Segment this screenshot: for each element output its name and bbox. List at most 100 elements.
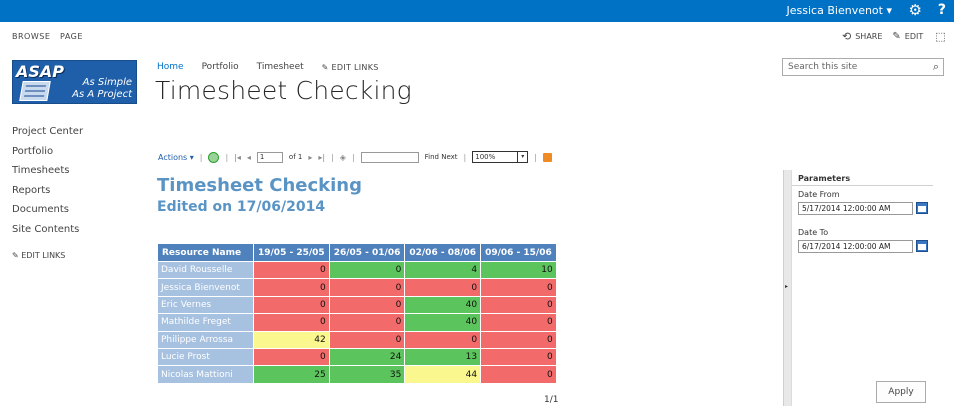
hours-cell: 0: [480, 347, 557, 367]
edit-button[interactable]: EDIT: [904, 32, 924, 41]
left-nav-edit-links[interactable]: ✎ EDIT LINKS: [12, 251, 83, 271]
calendar-icon[interactable]: [916, 202, 928, 214]
edit-links-label: EDIT LINKS: [21, 251, 66, 260]
ribbon-tab-page[interactable]: PAGE: [60, 32, 83, 41]
hours-cell: 13: [404, 347, 482, 367]
date-from-label: Date From: [798, 190, 840, 199]
left-nav-site-contents[interactable]: Site Contents: [12, 223, 80, 235]
column-header: 19/05 - 25/05: [253, 243, 330, 262]
toolbar-separator: |: [463, 152, 467, 162]
column-header: 09/06 - 15/06: [480, 243, 557, 262]
parameters-panel: Parameters Date From 5/17/2014 12:00:00 …: [791, 170, 933, 406]
focus-on-content-icon[interactable]: ⬚: [935, 30, 946, 43]
first-page-icon[interactable]: |◂: [234, 152, 241, 162]
hours-cell: 40: [404, 313, 482, 332]
parameters-header: Parameters: [798, 174, 851, 183]
ribbon-tab-browse[interactable]: BROWSE: [12, 32, 51, 41]
pencil-icon: ✎: [321, 62, 332, 72]
hours-cell: 0: [480, 330, 557, 349]
hours-cell: 0: [480, 365, 557, 384]
logo-sheet-icon: [19, 81, 51, 101]
help-icon[interactable]: ?: [937, 2, 946, 18]
hours-cell: 42: [253, 330, 330, 349]
report-title: Timesheet Checking: [157, 175, 362, 196]
hours-cell: 0: [253, 260, 330, 280]
column-header: 02/06 - 08/06: [404, 243, 482, 262]
hours-cell: 0: [253, 347, 330, 367]
zoom-value: 100%: [475, 153, 496, 161]
left-nav-timesheets[interactable]: Timesheets: [12, 165, 70, 176]
hours-cell: 0: [253, 278, 330, 297]
hours-cell: 0: [480, 295, 557, 315]
user-menu[interactable]: Jessica Bienvenot ▾: [786, 4, 892, 17]
find-text-input[interactable]: [360, 151, 419, 163]
hours-cell: 24: [328, 347, 406, 367]
last-page-icon[interactable]: ▸|: [318, 152, 326, 162]
resource-name-cell: David Rousselle: [157, 260, 254, 280]
date-to-input[interactable]: 6/17/2014 12:00:00 AM: [798, 240, 913, 253]
hours-cell: 0: [328, 313, 406, 332]
ribbon-actions: ⟲ SHARE ✎ EDIT ⬚: [842, 30, 946, 43]
calendar-icon[interactable]: [916, 240, 928, 252]
hours-cell: 10: [480, 260, 557, 280]
table-row: David Rousselle 0 0 4 10: [157, 260, 557, 280]
zoom-select[interactable]: 100% ▾: [472, 151, 529, 163]
resource-name-cell: Jessica Bienvenot: [157, 278, 254, 297]
left-nav: Project Center Portfolio Timesheets Repo…: [12, 126, 83, 271]
hours-cell: 40: [404, 295, 482, 315]
left-nav-project-center[interactable]: Project Center: [12, 126, 84, 137]
hours-cell: 0: [404, 330, 482, 349]
toolbar-separator: |: [351, 152, 355, 162]
top-nav-timesheet[interactable]: Timesheet: [256, 62, 304, 72]
site-logo[interactable]: ASAP As Simple As A Project: [12, 60, 137, 104]
toolbar-separator: |: [199, 152, 203, 162]
top-nav-edit-links[interactable]: ✎ EDIT LINKS: [322, 63, 379, 72]
date-to-label: Date To: [798, 228, 829, 237]
table-row: Jessica Bienvenot 0 0 0 0: [157, 278, 557, 297]
hours-cell: 4: [404, 260, 482, 280]
hours-cell: 0: [328, 330, 406, 349]
pencil-icon[interactable]: ✎: [892, 31, 901, 42]
gear-icon[interactable]: ⚙: [908, 1, 922, 19]
page-number-input[interactable]: 1: [256, 151, 283, 163]
hours-cell: 0: [480, 278, 557, 297]
resource-name-cell: Nicolas Mattioni: [157, 365, 254, 384]
resource-name-cell: Eric Vernes: [157, 295, 254, 315]
table-body: David Rousselle 0 0 4 10 Jessica Bienvenot 0 0 0…: [157, 260, 557, 384]
apply-button[interactable]: Apply: [876, 381, 926, 403]
timesheet-table: Resource Name 19/05 - 25/05 26/05 - 01/0…: [157, 243, 557, 384]
page-indicator: 1/1: [544, 395, 559, 405]
refresh-icon[interactable]: [208, 151, 220, 163]
back-to-parent-icon[interactable]: ◈: [339, 152, 346, 162]
toolbar-separator: |: [331, 152, 334, 162]
resource-name-cell: Philippe Arrossa: [157, 330, 254, 349]
find-next-button[interactable]: Find Next: [424, 153, 458, 161]
hours-cell: 0: [404, 278, 482, 297]
hours-cell: 0: [253, 313, 330, 332]
table-row: Philippe Arrossa 42 0 0 0: [157, 330, 557, 349]
actions-menu[interactable]: Actions ▾: [158, 152, 194, 162]
export-icon[interactable]: [542, 152, 552, 162]
pencil-icon: ✎: [12, 251, 22, 260]
top-nav-home[interactable]: Home: [157, 62, 184, 72]
share-icon[interactable]: ⟲: [842, 30, 852, 43]
table-row: Lucie Prost 0 24 13 0: [157, 347, 557, 367]
search-input[interactable]: Search this site ⌕: [782, 58, 944, 76]
share-button[interactable]: SHARE: [855, 32, 883, 41]
hours-cell: 0: [328, 260, 406, 280]
hours-cell: 25: [253, 365, 330, 384]
hours-cell: 0: [328, 295, 406, 315]
chevron-right-icon[interactable]: ▸: [785, 283, 789, 290]
left-nav-portfolio[interactable]: Portfolio: [12, 145, 54, 157]
parameters-collapse-bar[interactable]: [783, 170, 791, 406]
left-nav-documents[interactable]: Documents: [12, 204, 70, 215]
hours-cell: 44: [404, 365, 482, 384]
date-from-input[interactable]: 5/17/2014 12:00:00 AM: [798, 202, 913, 215]
previous-page-icon[interactable]: ◂: [246, 152, 251, 162]
left-nav-reports[interactable]: Reports: [12, 184, 51, 196]
logo-slogan-line2: As A Project: [72, 89, 132, 100]
next-page-icon[interactable]: ▸: [308, 152, 313, 162]
suite-bar: Jessica Bienvenot ▾ ⚙ ?: [0, 0, 954, 22]
search-icon[interactable]: ⌕: [932, 60, 939, 73]
top-nav-portfolio[interactable]: Portfolio: [201, 62, 239, 72]
